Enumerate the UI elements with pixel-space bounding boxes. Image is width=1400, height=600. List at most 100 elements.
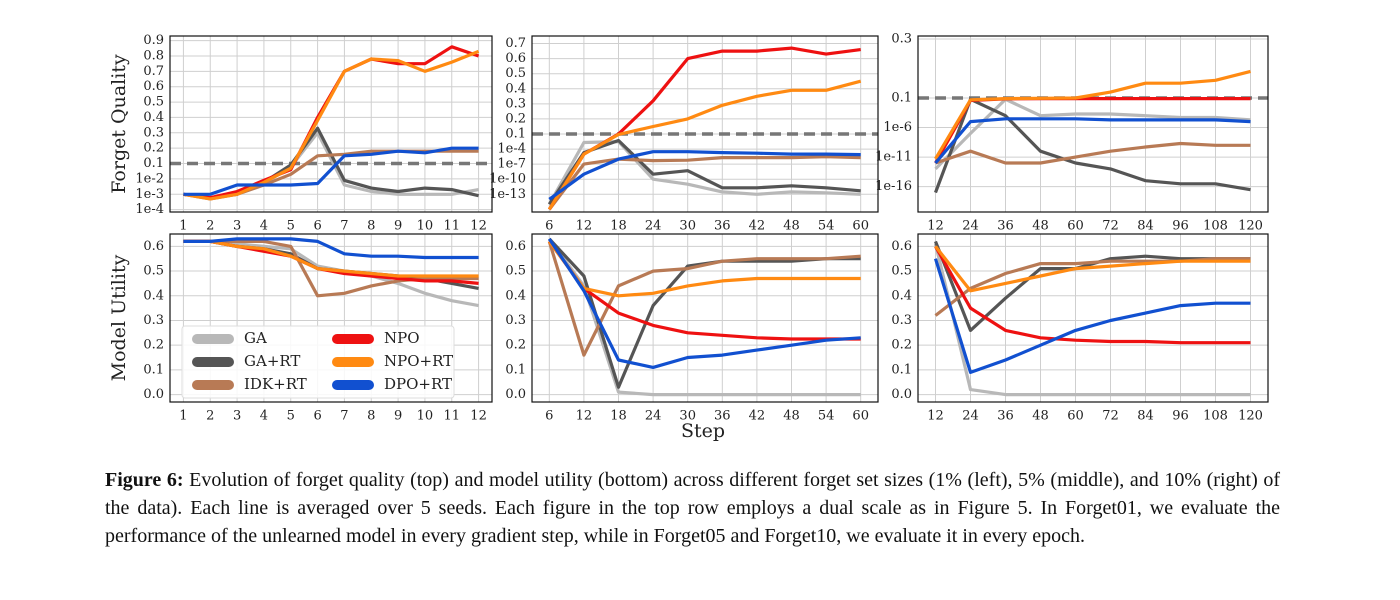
x-tick-label: 84 xyxy=(1137,219,1154,234)
series-line xyxy=(183,237,479,260)
y-tick-label: 1e-10 xyxy=(489,172,526,187)
x-tick-label: 72 xyxy=(1102,409,1119,424)
series-line xyxy=(934,141,1251,165)
x-tick-label: 120 xyxy=(1238,219,1263,234)
y-tick-label: 0.3 xyxy=(143,313,164,328)
y-tick-label: 0.2 xyxy=(891,338,912,353)
series-line xyxy=(548,155,861,211)
x-tick-label: 10 xyxy=(417,219,434,234)
x-tick-label: 18 xyxy=(610,409,627,424)
y-tick-label: 0.3 xyxy=(891,31,912,46)
x-tick-label: 10 xyxy=(417,409,434,424)
y-tick-label: 0.3 xyxy=(891,313,912,328)
x-tick-label: 4 xyxy=(260,409,268,424)
y-tick-label: 0.6 xyxy=(143,79,164,94)
x-tick-label: 36 xyxy=(714,409,731,424)
series-line xyxy=(547,140,861,206)
y-tick-label: 0.4 xyxy=(505,288,526,303)
series-line xyxy=(934,97,1251,171)
x-tick-label: 12 xyxy=(470,219,487,234)
series-line xyxy=(934,69,1251,160)
x-tick-label: 9 xyxy=(394,219,402,234)
series-line xyxy=(934,245,1251,345)
x-tick-label: 5 xyxy=(287,409,295,424)
x-tick-label: 108 xyxy=(1203,219,1228,234)
y-tick-label: 0.2 xyxy=(505,338,526,353)
series-line xyxy=(548,240,861,298)
y-tick-label: 0.1 xyxy=(505,362,526,377)
series-line xyxy=(183,146,479,196)
series-line xyxy=(183,239,479,298)
y-tick-label: 0.4 xyxy=(143,110,164,125)
x-tick-label: 2 xyxy=(206,219,214,234)
plot-frame xyxy=(531,233,879,403)
y-tick-label: 0.1 xyxy=(143,362,164,377)
y-tick-label: 0.5 xyxy=(891,264,912,279)
y-tick-label: 0.3 xyxy=(143,125,164,140)
legend-label: GA+RT xyxy=(244,352,300,370)
x-tick-label: 60 xyxy=(1067,409,1084,424)
y-tick-label: 1e-4 xyxy=(135,202,164,217)
x-tick-label: 48 xyxy=(1032,409,1049,424)
caption: Figure 6: Evolution of forget quality (t… xyxy=(105,466,1280,550)
x-tick-label: 4 xyxy=(260,219,268,234)
series-line xyxy=(933,243,1251,397)
y-tick-label: 0.1 xyxy=(143,156,164,171)
y-tick-label: 0.8 xyxy=(143,48,164,63)
y-tick-label: 0.1 xyxy=(505,126,526,141)
x-tick-label: 48 xyxy=(1032,219,1049,234)
y-tick-label: 0.3 xyxy=(505,313,526,328)
x-tick-label: 12 xyxy=(470,409,487,424)
series-line xyxy=(547,79,862,211)
plot-frame xyxy=(917,35,1269,213)
x-tick-label: 6 xyxy=(313,219,321,234)
legend-label: IDK+RT xyxy=(244,375,307,393)
x-tick-label: 108 xyxy=(1203,409,1228,424)
y-tick-label: 0.0 xyxy=(505,387,526,402)
x-tick-label: 42 xyxy=(749,219,766,234)
x-tick-label: 12 xyxy=(576,409,593,424)
y-tick-label: 0.4 xyxy=(505,81,526,96)
x-tick-label: 54 xyxy=(818,409,835,424)
series-line xyxy=(547,238,861,369)
x-tick-label: 11 xyxy=(443,409,460,424)
x-tick-label: 24 xyxy=(962,409,979,424)
y-tick-label: 1e-13 xyxy=(489,187,526,202)
y-tick-label: 0.1 xyxy=(891,362,912,377)
series-line xyxy=(547,240,861,357)
x-tick-label: 5 xyxy=(287,219,295,234)
y-tick-label: 0.2 xyxy=(143,141,164,156)
figure: 1e-41e-31e-20.10.20.30.40.50.60.70.80.91… xyxy=(108,31,1269,442)
x-tick-label: 12 xyxy=(927,219,944,234)
x-tick-label: 6 xyxy=(545,409,553,424)
x-tick-label: 24 xyxy=(962,219,979,234)
x-tick-label: 120 xyxy=(1238,409,1263,424)
legend-label: GA xyxy=(244,329,267,347)
x-tick-label: 24 xyxy=(645,409,662,424)
x-axis-label: Step xyxy=(681,420,725,442)
y-tick-label: 0.2 xyxy=(143,338,164,353)
plot-frame xyxy=(169,233,493,403)
x-tick-label: 11 xyxy=(443,219,460,234)
series-line xyxy=(548,240,861,341)
y-tick-label: 0.7 xyxy=(143,64,164,79)
x-tick-label: 7 xyxy=(340,219,348,234)
x-tick-label: 6 xyxy=(313,409,321,424)
x-tick-label: 42 xyxy=(749,409,766,424)
series-line xyxy=(183,239,479,278)
y-tick-label: 0.4 xyxy=(143,288,164,303)
y-tick-label: 0.0 xyxy=(891,387,912,402)
series-line xyxy=(547,46,861,211)
series-line xyxy=(547,138,861,206)
x-tick-label: 60 xyxy=(852,219,869,234)
x-tick-label: 36 xyxy=(714,219,731,234)
plot-frame xyxy=(531,35,879,213)
y-axis-label: Model Utility xyxy=(108,254,130,381)
y-axis-label: Forget Quality xyxy=(108,54,130,194)
y-tick-label: 0.5 xyxy=(505,264,526,279)
x-tick-label: 9 xyxy=(394,409,402,424)
y-tick-label: 0.9 xyxy=(143,33,164,48)
plot-frame xyxy=(169,35,493,213)
legend-label: NPO+RT xyxy=(384,352,453,370)
